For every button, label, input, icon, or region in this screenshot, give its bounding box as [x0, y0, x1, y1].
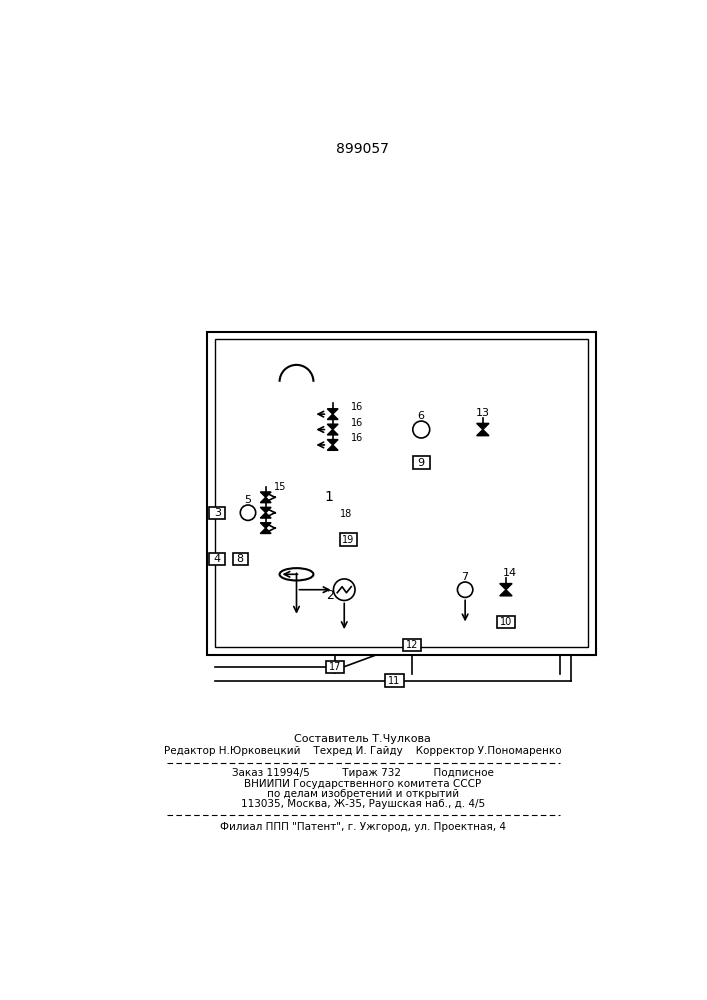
- Text: 8: 8: [237, 554, 244, 564]
- Bar: [413, 456, 430, 469]
- Bar: [209, 507, 225, 519]
- Text: 16: 16: [351, 402, 363, 412]
- Polygon shape: [500, 590, 512, 596]
- Text: 16: 16: [351, 418, 363, 428]
- Ellipse shape: [279, 568, 313, 580]
- Polygon shape: [260, 523, 271, 528]
- Bar: [279, 382, 313, 574]
- Circle shape: [413, 421, 430, 438]
- Bar: [207, 332, 596, 655]
- Text: 14: 14: [503, 568, 517, 578]
- Text: 16: 16: [351, 433, 363, 443]
- Text: 3: 3: [214, 508, 221, 518]
- Text: 1: 1: [325, 490, 333, 504]
- Text: 2: 2: [326, 589, 334, 602]
- Text: 7: 7: [462, 572, 469, 582]
- Polygon shape: [260, 507, 271, 513]
- Text: 113035, Москва, Ж-35, Раушская наб., д. 4/5: 113035, Москва, Ж-35, Раушская наб., д. …: [240, 799, 485, 809]
- Polygon shape: [477, 430, 489, 436]
- Text: 18: 18: [341, 509, 353, 519]
- Text: Филиал ППП "Патент", г. Ужгород, ул. Проектная, 4: Филиал ППП "Патент", г. Ужгород, ул. Про…: [220, 822, 506, 832]
- Text: 4: 4: [214, 554, 221, 564]
- Bar: [385, 674, 404, 687]
- Text: 13: 13: [476, 408, 490, 418]
- Text: 12: 12: [406, 640, 418, 650]
- Polygon shape: [327, 440, 338, 445]
- Text: 6: 6: [418, 411, 425, 421]
- Text: 899057: 899057: [337, 142, 389, 156]
- Polygon shape: [327, 430, 338, 435]
- Bar: [403, 639, 421, 651]
- Circle shape: [457, 582, 473, 597]
- Polygon shape: [500, 584, 512, 590]
- Circle shape: [240, 505, 256, 520]
- Polygon shape: [260, 497, 271, 503]
- Text: 15: 15: [274, 482, 286, 492]
- Polygon shape: [327, 424, 338, 430]
- Text: 9: 9: [418, 458, 425, 468]
- Text: 19: 19: [342, 535, 354, 545]
- Bar: [233, 553, 248, 565]
- Polygon shape: [260, 492, 271, 497]
- Text: Заказ 11994/5          Тираж 732          Подписное: Заказ 11994/5 Тираж 732 Подписное: [232, 768, 493, 778]
- Text: Редактор Н.Юрковецкий    Техред И. Гайду    Корректор У.Пономаренко: Редактор Н.Юрковецкий Техред И. Гайду Ко…: [164, 746, 561, 756]
- Bar: [339, 533, 356, 546]
- Bar: [497, 616, 515, 628]
- Text: 17: 17: [329, 662, 341, 672]
- Bar: [209, 553, 225, 565]
- Text: 11: 11: [388, 676, 400, 686]
- Text: 5: 5: [245, 495, 252, 505]
- Polygon shape: [327, 445, 338, 450]
- Text: Составитель Т.Чулкова: Составитель Т.Чулкова: [294, 734, 431, 744]
- Polygon shape: [327, 414, 338, 420]
- Polygon shape: [260, 513, 271, 518]
- Polygon shape: [260, 528, 271, 533]
- Text: по делам изобретений и открытий: по делам изобретений и открытий: [267, 789, 459, 799]
- Bar: [215, 339, 588, 647]
- Bar: [326, 661, 344, 673]
- Polygon shape: [477, 423, 489, 430]
- Text: ВНИИПИ Государственного комитета СССР: ВНИИПИ Государственного комитета СССР: [244, 779, 481, 789]
- Circle shape: [334, 579, 355, 600]
- Text: 10: 10: [500, 617, 512, 627]
- Polygon shape: [327, 409, 338, 414]
